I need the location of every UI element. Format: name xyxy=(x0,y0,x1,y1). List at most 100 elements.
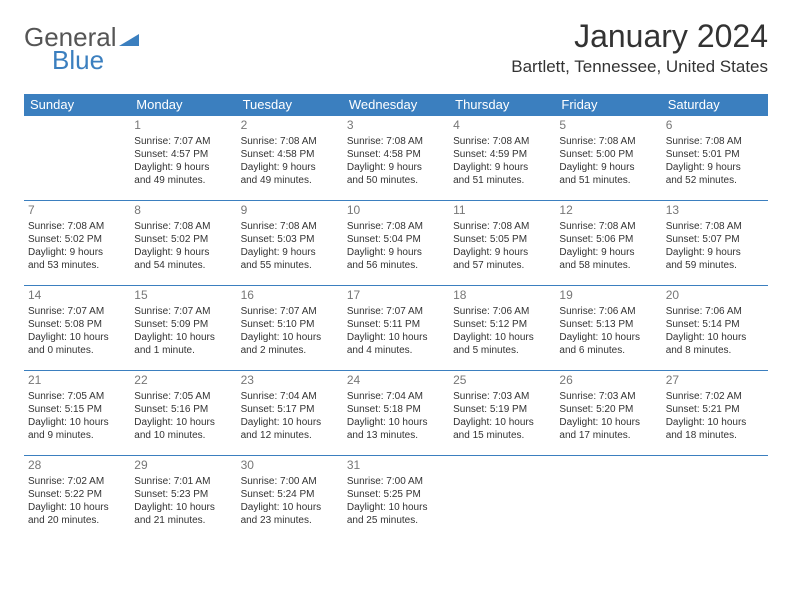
daylight-text-2: and 0 minutes. xyxy=(28,344,126,357)
calendar-week-row: 1Sunrise: 7:07 AMSunset: 4:57 PMDaylight… xyxy=(24,116,768,201)
day-number: 30 xyxy=(241,458,339,474)
daylight-text-1: Daylight: 9 hours xyxy=(347,246,445,259)
sunrise-text: Sunrise: 7:07 AM xyxy=(134,305,232,318)
sunrise-text: Sunrise: 7:02 AM xyxy=(28,475,126,488)
day-number: 7 xyxy=(28,203,126,219)
sunset-text: Sunset: 5:04 PM xyxy=(347,233,445,246)
calendar-day-cell: 7Sunrise: 7:08 AMSunset: 5:02 PMDaylight… xyxy=(24,201,130,286)
sunset-text: Sunset: 5:08 PM xyxy=(28,318,126,331)
sunrise-text: Sunrise: 7:05 AM xyxy=(134,390,232,403)
calendar-day-cell: 24Sunrise: 7:04 AMSunset: 5:18 PMDayligh… xyxy=(343,371,449,456)
sunset-text: Sunset: 5:09 PM xyxy=(134,318,232,331)
daylight-text-1: Daylight: 10 hours xyxy=(559,331,657,344)
daylight-text-2: and 56 minutes. xyxy=(347,259,445,272)
sunset-text: Sunset: 5:19 PM xyxy=(453,403,551,416)
calendar-day-cell: 28Sunrise: 7:02 AMSunset: 5:22 PMDayligh… xyxy=(24,456,130,541)
calendar-day-cell: 31Sunrise: 7:00 AMSunset: 5:25 PMDayligh… xyxy=(343,456,449,541)
daylight-text-2: and 15 minutes. xyxy=(453,429,551,442)
daylight-text-1: Daylight: 10 hours xyxy=(28,331,126,344)
daylight-text-2: and 53 minutes. xyxy=(28,259,126,272)
weekday-header: Monday xyxy=(130,94,236,116)
sunset-text: Sunset: 5:02 PM xyxy=(28,233,126,246)
weekday-header: Thursday xyxy=(449,94,555,116)
daylight-text-1: Daylight: 10 hours xyxy=(453,416,551,429)
sunset-text: Sunset: 5:24 PM xyxy=(241,488,339,501)
daylight-text-2: and 6 minutes. xyxy=(559,344,657,357)
calendar-day-cell: 2Sunrise: 7:08 AMSunset: 4:58 PMDaylight… xyxy=(237,116,343,201)
calendar-day-cell: 19Sunrise: 7:06 AMSunset: 5:13 PMDayligh… xyxy=(555,286,661,371)
sunrise-text: Sunrise: 7:08 AM xyxy=(28,220,126,233)
daylight-text-1: Daylight: 10 hours xyxy=(347,331,445,344)
daylight-text-1: Daylight: 10 hours xyxy=(666,416,764,429)
daylight-text-2: and 51 minutes. xyxy=(453,174,551,187)
daylight-text-1: Daylight: 10 hours xyxy=(28,501,126,514)
calendar-day-cell: 6Sunrise: 7:08 AMSunset: 5:01 PMDaylight… xyxy=(662,116,768,201)
daylight-text-2: and 23 minutes. xyxy=(241,514,339,527)
daylight-text-1: Daylight: 10 hours xyxy=(666,331,764,344)
daylight-text-2: and 52 minutes. xyxy=(666,174,764,187)
daylight-text-2: and 20 minutes. xyxy=(28,514,126,527)
day-number: 17 xyxy=(347,288,445,304)
calendar-header-row: Sunday Monday Tuesday Wednesday Thursday… xyxy=(24,94,768,116)
sunset-text: Sunset: 5:07 PM xyxy=(666,233,764,246)
day-number: 14 xyxy=(28,288,126,304)
day-number: 13 xyxy=(666,203,764,219)
day-number: 9 xyxy=(241,203,339,219)
daylight-text-2: and 57 minutes. xyxy=(453,259,551,272)
sunrise-text: Sunrise: 7:00 AM xyxy=(241,475,339,488)
sunset-text: Sunset: 5:11 PM xyxy=(347,318,445,331)
daylight-text-2: and 54 minutes. xyxy=(134,259,232,272)
weekday-header: Tuesday xyxy=(237,94,343,116)
day-number: 21 xyxy=(28,373,126,389)
day-number: 10 xyxy=(347,203,445,219)
sunrise-text: Sunrise: 7:02 AM xyxy=(666,390,764,403)
calendar-day-cell: 11Sunrise: 7:08 AMSunset: 5:05 PMDayligh… xyxy=(449,201,555,286)
daylight-text-2: and 50 minutes. xyxy=(347,174,445,187)
day-number: 23 xyxy=(241,373,339,389)
sunrise-text: Sunrise: 7:07 AM xyxy=(134,135,232,148)
sunrise-text: Sunrise: 7:07 AM xyxy=(241,305,339,318)
sunrise-text: Sunrise: 7:08 AM xyxy=(241,220,339,233)
calendar-day-cell: 12Sunrise: 7:08 AMSunset: 5:06 PMDayligh… xyxy=(555,201,661,286)
sunset-text: Sunset: 4:59 PM xyxy=(453,148,551,161)
day-number: 1 xyxy=(134,118,232,134)
sunrise-text: Sunrise: 7:08 AM xyxy=(559,220,657,233)
day-number: 15 xyxy=(134,288,232,304)
sunset-text: Sunset: 5:15 PM xyxy=(28,403,126,416)
brand-triangle-icon xyxy=(119,30,139,51)
daylight-text-1: Daylight: 10 hours xyxy=(134,331,232,344)
calendar-day-cell: 18Sunrise: 7:06 AMSunset: 5:12 PMDayligh… xyxy=(449,286,555,371)
weekday-header: Saturday xyxy=(662,94,768,116)
sunset-text: Sunset: 5:14 PM xyxy=(666,318,764,331)
calendar-day-cell: 8Sunrise: 7:08 AMSunset: 5:02 PMDaylight… xyxy=(130,201,236,286)
sunrise-text: Sunrise: 7:05 AM xyxy=(28,390,126,403)
daylight-text-1: Daylight: 9 hours xyxy=(134,246,232,259)
day-number: 26 xyxy=(559,373,657,389)
sunrise-text: Sunrise: 7:00 AM xyxy=(347,475,445,488)
calendar-day-cell: 15Sunrise: 7:07 AMSunset: 5:09 PMDayligh… xyxy=(130,286,236,371)
daylight-text-1: Daylight: 9 hours xyxy=(241,161,339,174)
weekday-header: Friday xyxy=(555,94,661,116)
sunset-text: Sunset: 5:06 PM xyxy=(559,233,657,246)
daylight-text-2: and 2 minutes. xyxy=(241,344,339,357)
sunrise-text: Sunrise: 7:06 AM xyxy=(666,305,764,318)
daylight-text-2: and 12 minutes. xyxy=(241,429,339,442)
sunset-text: Sunset: 5:16 PM xyxy=(134,403,232,416)
calendar-day-cell: 3Sunrise: 7:08 AMSunset: 4:58 PMDaylight… xyxy=(343,116,449,201)
daylight-text-2: and 51 minutes. xyxy=(559,174,657,187)
calendar-day-cell xyxy=(555,456,661,541)
daylight-text-1: Daylight: 10 hours xyxy=(241,501,339,514)
sunset-text: Sunset: 5:00 PM xyxy=(559,148,657,161)
daylight-text-1: Daylight: 10 hours xyxy=(241,416,339,429)
daylight-text-2: and 21 minutes. xyxy=(134,514,232,527)
daylight-text-2: and 55 minutes. xyxy=(241,259,339,272)
calendar-day-cell xyxy=(24,116,130,201)
daylight-text-2: and 49 minutes. xyxy=(241,174,339,187)
sunrise-text: Sunrise: 7:08 AM xyxy=(134,220,232,233)
calendar-day-cell: 23Sunrise: 7:04 AMSunset: 5:17 PMDayligh… xyxy=(237,371,343,456)
day-number: 25 xyxy=(453,373,551,389)
weekday-header: Sunday xyxy=(24,94,130,116)
calendar-day-cell: 9Sunrise: 7:08 AMSunset: 5:03 PMDaylight… xyxy=(237,201,343,286)
calendar-day-cell: 10Sunrise: 7:08 AMSunset: 5:04 PMDayligh… xyxy=(343,201,449,286)
daylight-text-1: Daylight: 10 hours xyxy=(559,416,657,429)
